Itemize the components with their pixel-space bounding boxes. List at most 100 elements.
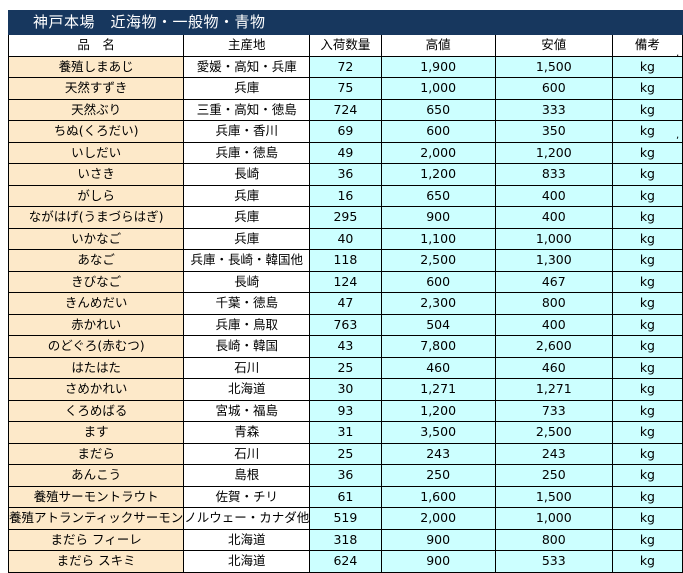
cell-name: あんこう [7,464,185,487]
cell-low-price: 400 [494,206,613,229]
cell-quantity: 43 [309,335,382,358]
cell-high-price: 1,600 [380,485,496,508]
cell-high-price: 2,000 [380,141,496,164]
table-row: 天然すずき 兵庫 75 1,000 600 kg [7,77,683,100]
cell-origin: 北海道 [183,378,311,401]
cell-name: きびなご [7,270,185,293]
table-row: まだら スキミ 北海道 624 900 533 kg [7,550,683,573]
cell-origin: 千葉・徳島 [183,292,311,315]
cell-low-price: 1,000 [494,507,613,530]
cell-low-price: 733 [494,399,613,422]
cell-high-price: 2,300 [380,292,496,315]
cell-name: 赤かれい [7,313,185,336]
cell-quantity: 40 [309,227,382,250]
cell-origin: 兵庫 [183,206,311,229]
cell-note: kg [611,507,683,530]
cell-quantity: 624 [309,550,382,573]
cell-note: kg [611,356,683,379]
cell-quantity: 75 [309,77,382,100]
cell-high-price: 3,500 [380,421,496,444]
table-row: あんこう 島根 36 250 250 kg [7,464,683,487]
cell-origin: 兵庫 [183,184,311,207]
cell-low-price: 250 [494,464,613,487]
cell-high-price: 2,500 [380,249,496,272]
cell-note: kg [611,77,683,100]
cell-name: ながはげ(うまづらはぎ) [7,206,185,229]
cell-origin: 青森 [183,421,311,444]
table-row: まだら 石川 25 243 243 kg [7,442,683,465]
table-row: 天然ぶり 三重・高知・徳島 724 650 333 kg [7,98,683,121]
cell-name: まだら フィーレ [7,528,185,551]
cell-quantity: 124 [309,270,382,293]
cell-low-price: 533 [494,550,613,573]
cell-origin: 愛媛・高知・兵庫 [183,55,311,78]
cell-quantity: 118 [309,249,382,272]
cell-origin: 長崎 [183,270,311,293]
cell-note: kg [611,464,683,487]
cell-low-price: 1,300 [494,249,613,272]
cell-quantity: 72 [309,55,382,78]
cell-name: あなご [7,249,185,272]
cell-high-price: 1,100 [380,227,496,250]
cell-low-price: 1,500 [494,55,613,78]
cell-name: いかなご [7,227,185,250]
cell-note: kg [611,421,683,444]
cell-name: はたはた [7,356,185,379]
table-row: 養殖しまあじ 愛媛・高知・兵庫 72 1,900 1,500 kg [7,55,683,78]
table-row: きびなご 長崎 124 600 467 kg [7,270,683,293]
cell-low-price: 467 [494,270,613,293]
table-row: いかなご 兵庫 40 1,100 1,000 kg [7,227,683,250]
cell-name: ます [7,421,185,444]
cell-name: のどぐろ(赤むつ) [7,335,185,358]
table-row: 赤かれい 兵庫・鳥取 763 504 400 kg [7,313,683,336]
cell-name: 天然ぶり [7,98,185,121]
table-row: あなご 兵庫・長崎・韓国他 118 2,500 1,300 kg [7,249,683,272]
cell-low-price: 460 [494,356,613,379]
cell-high-price: 900 [380,206,496,229]
header-row: 品 名 主産地 入荷数量 高値 安値 備考 [7,34,683,57]
cell-name: まだら [7,442,185,465]
cell-low-price: 350 [494,120,613,143]
table-row: まだら フィーレ 北海道 318 900 800 kg [7,528,683,551]
table-row: のどぐろ(赤むつ) 長崎・韓国 43 7,800 2,600 kg [7,335,683,358]
cell-name: 天然すずき [7,77,185,100]
cell-note: kg [611,378,683,401]
cell-name: 養殖しまあじ [7,55,185,78]
cell-quantity: 519 [309,507,382,530]
cell-origin: 兵庫 [183,77,311,100]
cell-origin: 兵庫・徳島 [183,141,311,164]
cell-high-price: 1,900 [380,55,496,78]
cell-low-price: 833 [494,163,613,186]
cell-quantity: 61 [309,485,382,508]
cell-origin: 宮城・福島 [183,399,311,422]
cell-origin: ノルウェー・カナダ他 [183,507,311,530]
edge-mark: , [676,48,680,59]
cell-low-price: 1,200 [494,141,613,164]
cell-origin: 石川 [183,356,311,379]
cell-name: さめかれい [7,378,185,401]
cell-note: kg [611,184,683,207]
header-name: 品 名 [7,34,185,57]
header-note: 備考 [611,34,683,57]
cell-quantity: 724 [309,98,382,121]
cell-quantity: 295 [309,206,382,229]
cell-low-price: 1,500 [494,485,613,508]
cell-origin: 長崎 [183,163,311,186]
cell-quantity: 30 [309,378,382,401]
table-row: いさき 長崎 36 1,200 833 kg [7,163,683,186]
cell-origin: 兵庫 [183,227,311,250]
table-row: さめかれい 北海道 30 1,271 1,271 kg [7,378,683,401]
table-row: ながはげ(うまづらはぎ) 兵庫 295 900 400 kg [7,206,683,229]
cell-note: kg [611,227,683,250]
cell-low-price: 1,271 [494,378,613,401]
cell-quantity: 49 [309,141,382,164]
cell-note: kg [611,141,683,164]
cell-quantity: 36 [309,464,382,487]
cell-note: kg [611,528,683,551]
header-quantity: 入荷数量 [309,34,382,57]
table-row: はたはた 石川 25 460 460 kg [7,356,683,379]
cell-high-price: 250 [380,464,496,487]
cell-note: kg [611,485,683,508]
cell-name: がしら [7,184,185,207]
market-price-table: 神戸本場 近海物・一般物・青物 品 名 主産地 入荷数量 高値 安値 備考 養殖… [7,10,683,573]
